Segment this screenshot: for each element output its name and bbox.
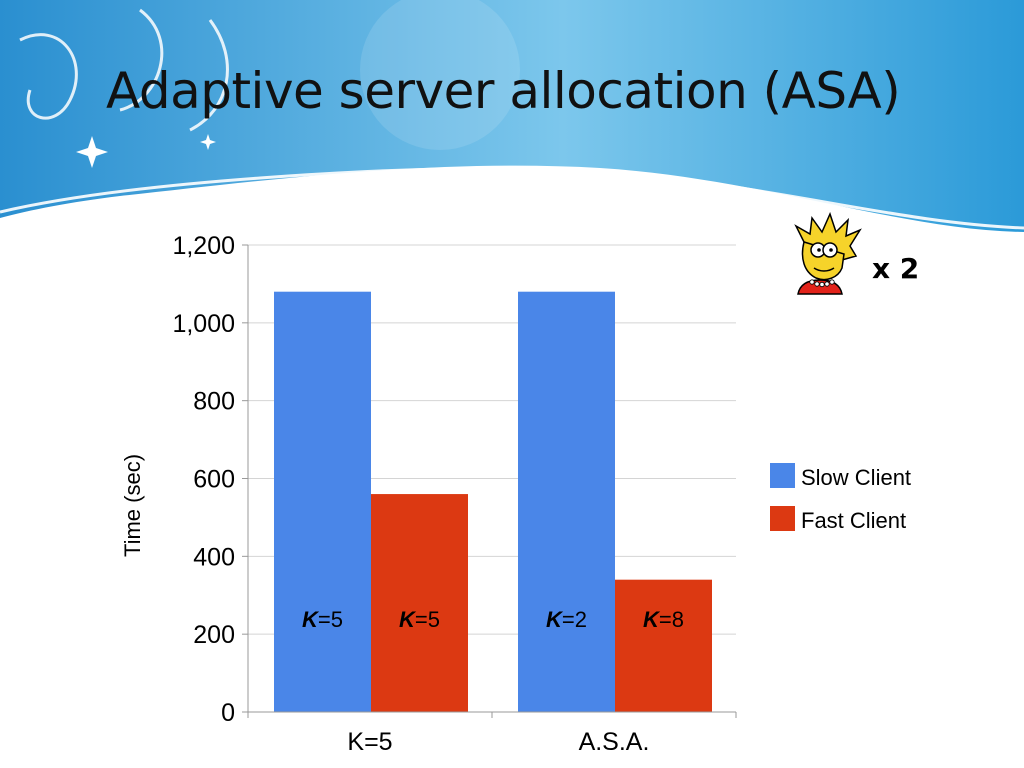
bar-k-label: K=5 [399, 607, 440, 632]
lisa-simpson-icon [794, 212, 862, 295]
multiplier-label: x 2 [872, 252, 920, 285]
slide-title: Adaptive server allocation (ASA) [106, 62, 901, 120]
y-tick-label: 600 [193, 466, 235, 494]
y-tick-label: 0 [221, 699, 235, 727]
swirl-decoration [19, 8, 229, 132]
y-tick-label: 1,200 [172, 232, 235, 260]
x-category-label: K=5 [347, 728, 392, 756]
sparkle-icon [76, 134, 216, 168]
legend-label: Fast Client [801, 508, 906, 533]
bar-fast-client [371, 494, 468, 712]
bar-k-label: K=2 [546, 607, 587, 632]
bar-fast-client [615, 579, 712, 712]
y-tick-label: 1,000 [172, 310, 235, 338]
legend-swatch [770, 463, 795, 488]
y-tick-label: 800 [193, 388, 235, 416]
bar-k-label: K=8 [643, 607, 684, 632]
legend-label: Slow Client [801, 465, 911, 490]
bar-slow-client [518, 291, 615, 712]
legend-swatch [770, 506, 795, 531]
bar-slow-client [274, 291, 371, 712]
x-category-label: A.S.A. [579, 728, 650, 756]
y-tick-label: 200 [193, 621, 235, 649]
y-axis-title: Time (sec) [120, 454, 145, 557]
bar-k-label: K=5 [302, 607, 343, 632]
header-banner [0, 0, 1024, 232]
y-tick-label: 400 [193, 543, 235, 571]
